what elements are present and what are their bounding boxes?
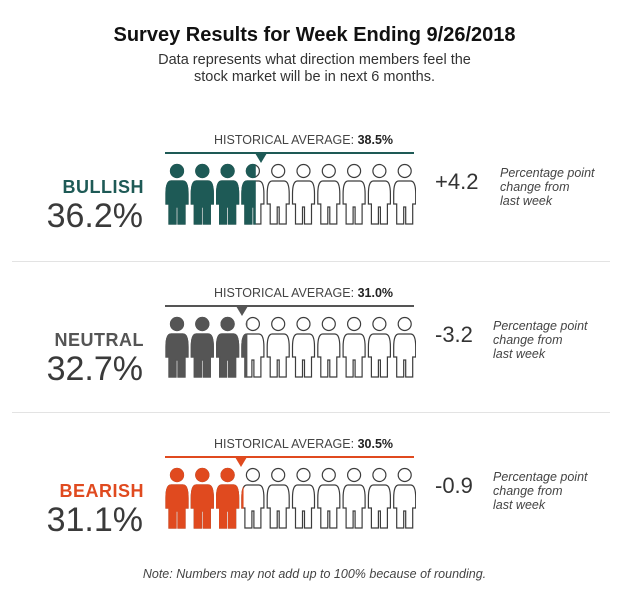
person-icon bbox=[165, 316, 189, 378]
person-icon bbox=[291, 316, 316, 378]
person-icon bbox=[241, 316, 265, 378]
chart-title: Survey Results for Week Ending 9/26/2018 bbox=[113, 24, 516, 46]
person-icon bbox=[241, 163, 265, 225]
footnote: Note: Numbers may not add up to 100% bec… bbox=[142, 567, 487, 581]
person-icon bbox=[241, 467, 265, 529]
bearish-section: HISTORICAL AVERAGE: 30.5% BEARISH 31.1% … bbox=[0, 437, 629, 587]
person-icon bbox=[190, 316, 214, 378]
category-value: 31.1% bbox=[46, 501, 143, 539]
weekly-change-note: Percentage point change from last week bbox=[493, 470, 588, 512]
historical-average-value: 38.5% bbox=[357, 133, 394, 147]
person-icon bbox=[190, 163, 214, 225]
person-icon bbox=[216, 163, 240, 225]
neutral-section: HISTORICAL AVERAGE: 31.0% NEUTRAL 32.7% … bbox=[0, 286, 629, 436]
person-icon bbox=[367, 467, 391, 529]
category-value: 32.7% bbox=[46, 350, 143, 388]
historical-average-marker bbox=[254, 153, 267, 163]
person-icon bbox=[342, 316, 366, 378]
category-label: BULLISH bbox=[62, 177, 144, 197]
person-icon bbox=[291, 163, 316, 225]
section-divider bbox=[12, 261, 610, 262]
category-value: 36.2% bbox=[46, 197, 143, 235]
people-pictograph bbox=[165, 316, 416, 378]
people-pictograph bbox=[165, 163, 416, 225]
person-icon bbox=[165, 467, 189, 529]
historical-average-value: 30.5% bbox=[357, 437, 394, 451]
person-icon bbox=[266, 163, 290, 225]
person-icon bbox=[393, 467, 416, 529]
person-icon bbox=[367, 163, 391, 225]
historical-average-marker bbox=[234, 457, 247, 467]
weekly-change-note: Percentage point change from last week bbox=[493, 319, 588, 361]
historical-average-label: HISTORICAL AVERAGE: 38.5% bbox=[214, 133, 394, 147]
subtitle-line-1: Data represents what direction members f… bbox=[158, 52, 471, 68]
people-pictograph bbox=[165, 467, 416, 529]
historical-average-line bbox=[165, 456, 414, 458]
person-icon bbox=[216, 316, 240, 378]
person-icon bbox=[291, 467, 316, 529]
category-label: BEARISH bbox=[59, 481, 144, 501]
subtitle-line-2: stock market will be in next 6 months. bbox=[194, 69, 435, 85]
bullish-section: HISTORICAL AVERAGE: 38.5% BULLISH 36.2% … bbox=[0, 133, 629, 283]
person-icon bbox=[393, 316, 416, 378]
historical-average-value: 31.0% bbox=[357, 286, 394, 300]
weekly-change-value: -0.9 bbox=[435, 473, 473, 498]
person-icon bbox=[317, 316, 341, 378]
chart-subtitle: Data represents what direction members f… bbox=[0, 52, 629, 86]
person-icon bbox=[190, 467, 214, 529]
person-icon bbox=[342, 467, 366, 529]
weekly-change-value: -3.2 bbox=[435, 322, 473, 347]
person-icon bbox=[342, 163, 366, 225]
historical-average-marker bbox=[236, 306, 249, 316]
historical-average-label: HISTORICAL AVERAGE: 31.0% bbox=[214, 286, 394, 300]
person-icon bbox=[367, 316, 391, 378]
category-label: NEUTRAL bbox=[54, 330, 144, 350]
person-icon bbox=[216, 467, 240, 529]
person-icon bbox=[165, 163, 189, 225]
person-icon bbox=[266, 467, 290, 529]
weekly-change-note: Percentage point change from last week bbox=[500, 166, 595, 208]
person-icon bbox=[317, 163, 341, 225]
historical-average-line bbox=[165, 305, 414, 307]
person-icon bbox=[393, 163, 416, 225]
historical-average-line bbox=[165, 152, 414, 154]
person-icon bbox=[266, 316, 290, 378]
person-icon bbox=[317, 467, 341, 529]
weekly-change-value: +4.2 bbox=[435, 169, 479, 194]
historical-average-label: HISTORICAL AVERAGE: 30.5% bbox=[214, 437, 394, 451]
section-divider bbox=[12, 412, 610, 413]
